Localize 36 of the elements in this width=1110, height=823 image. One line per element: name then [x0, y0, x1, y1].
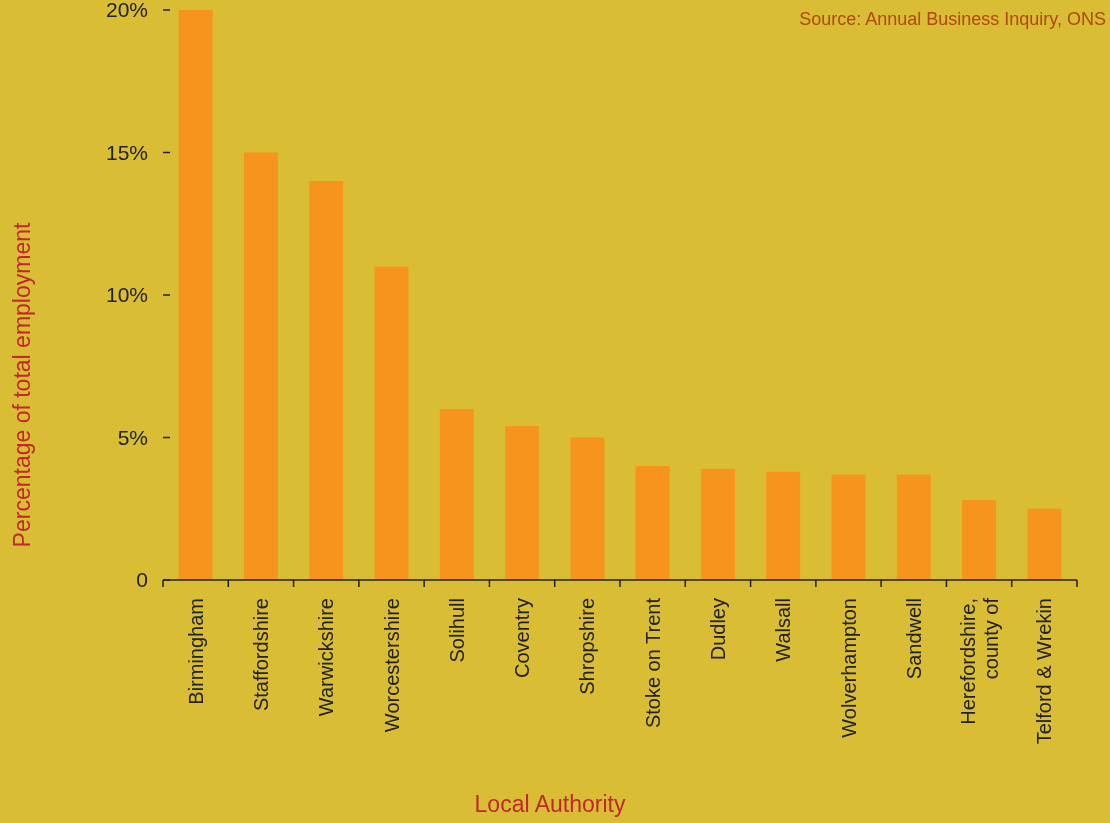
bar — [896, 474, 931, 580]
x-tick-label: Worcestershire — [380, 598, 403, 733]
bar — [505, 426, 540, 580]
bar — [962, 500, 997, 580]
x-tick-label: Warwickshire — [315, 598, 338, 717]
y-tick-label: 20% — [105, 0, 148, 22]
x-tick-label: Solihull — [445, 598, 468, 663]
y-axis-title: Percentage of total employment — [9, 222, 35, 548]
bar — [374, 266, 409, 580]
x-tick-label: Shropshire — [576, 598, 599, 695]
y-tick-label: 10% — [105, 283, 148, 307]
bar — [178, 10, 213, 580]
annotation: Source: Annual Business Inquiry, ONS — [799, 9, 1106, 29]
x-tick-label: Wolverhampton — [837, 598, 860, 738]
bar — [243, 152, 278, 580]
y-tick-label: 0 — [136, 568, 148, 592]
x-tick-label: Dudley — [706, 598, 729, 661]
x-tick-label: Telford & Wrekin — [1033, 598, 1056, 745]
x-axis-title: Local Authority — [474, 791, 626, 817]
bar — [766, 471, 801, 580]
x-tick-label: Herefordshire, county of — [956, 597, 1002, 725]
x-tick-label: Coventry — [511, 598, 534, 679]
bar — [831, 474, 866, 580]
x-tick-label: Sandwell — [902, 598, 925, 680]
y-tick-label: 5% — [117, 425, 148, 449]
bar — [635, 466, 670, 580]
x-tick-label: Birmingham — [184, 598, 207, 705]
bar — [1027, 508, 1062, 580]
x-tick-label: Stoke on Trent — [641, 597, 664, 729]
x-tick-label: Staffordshire — [249, 598, 272, 712]
x-tick-label: Walsall — [772, 598, 795, 662]
bar — [570, 437, 605, 580]
bar — [700, 468, 735, 580]
bar — [439, 409, 474, 580]
bar — [309, 181, 344, 580]
y-tick-label: 15% — [105, 140, 148, 164]
